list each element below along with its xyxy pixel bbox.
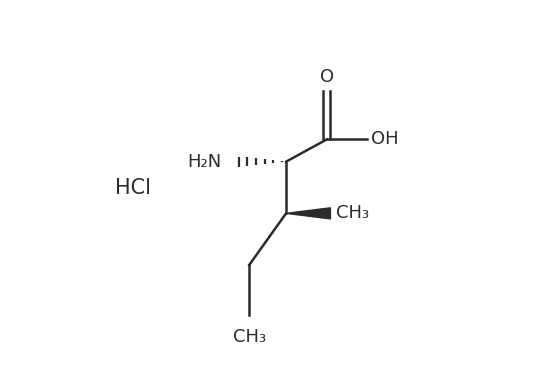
- Text: OH: OH: [371, 130, 399, 148]
- Polygon shape: [286, 208, 331, 219]
- Text: HCl: HCl: [115, 177, 151, 198]
- Text: H₂N: H₂N: [187, 153, 222, 171]
- Text: CH₃: CH₃: [336, 204, 369, 222]
- Text: O: O: [320, 68, 334, 86]
- Text: CH₃: CH₃: [233, 328, 266, 346]
